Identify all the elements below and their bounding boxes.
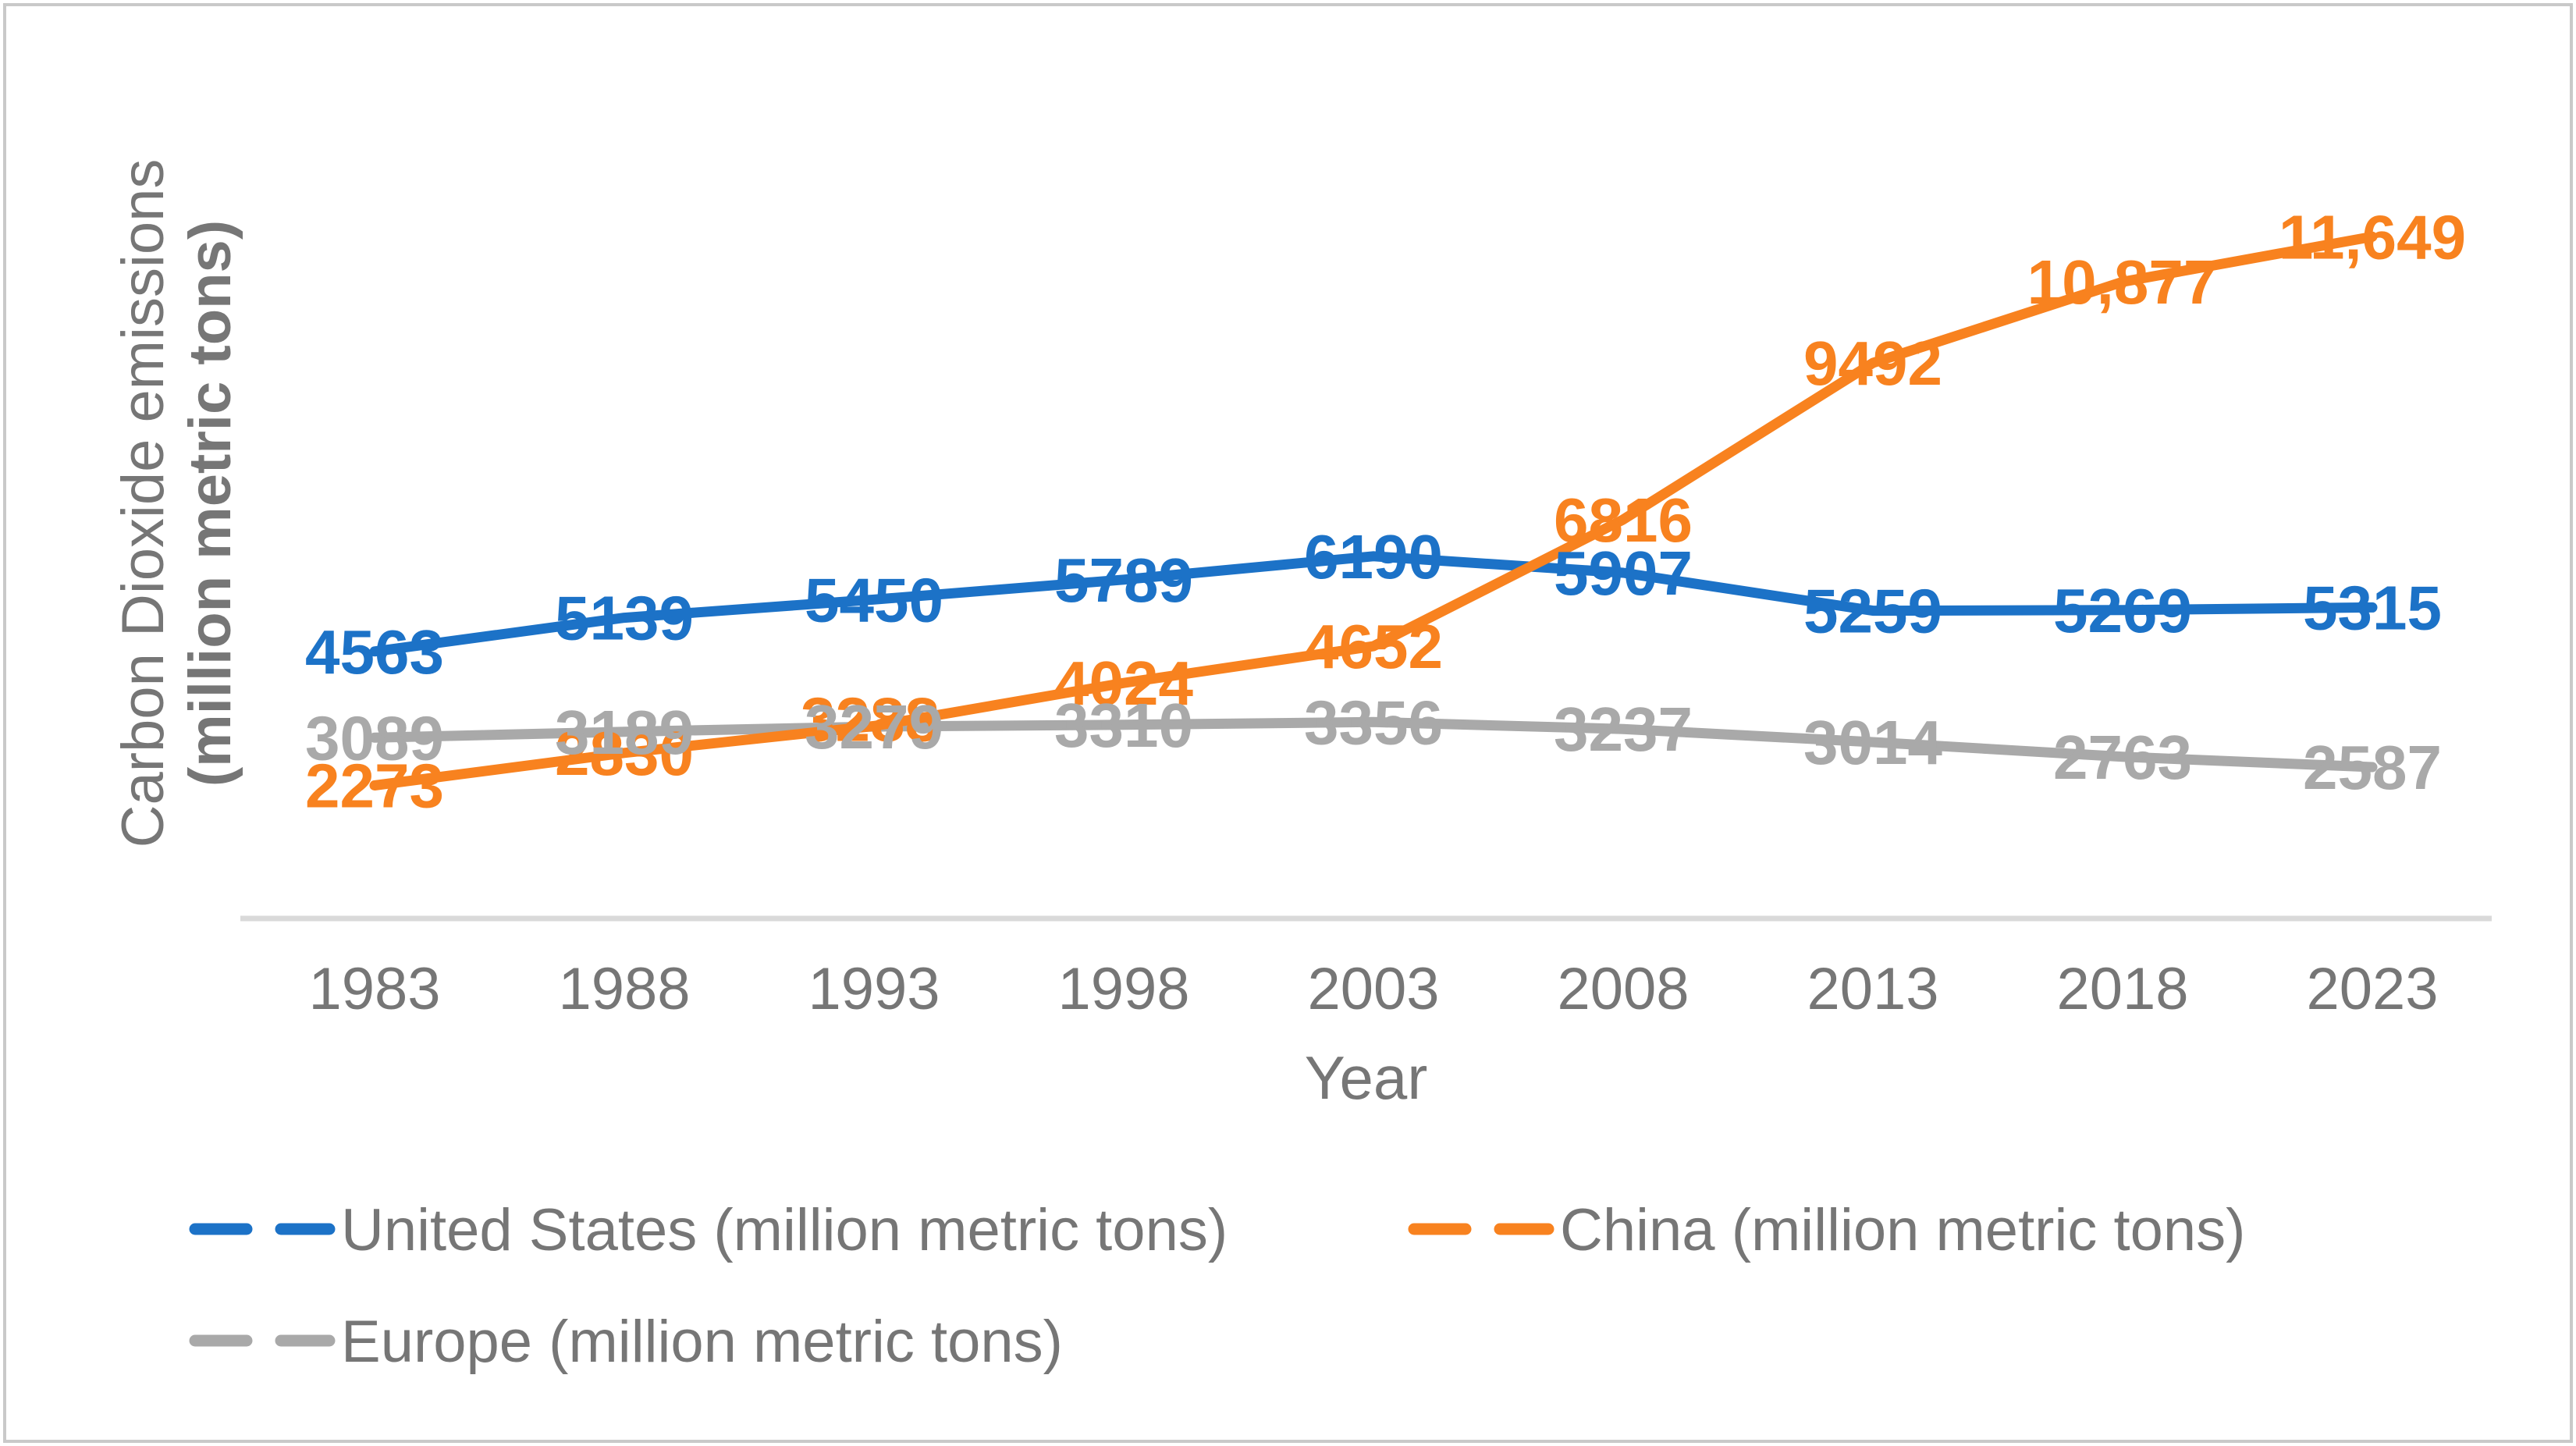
- y-axis-title-line2: (million metric tons): [177, 220, 243, 787]
- data-labels: 2273 2830 3288 4024 4652 6816 9492 10,877 11,649…: [305, 202, 2466, 820]
- y-axis-title-line1: Carbon Dioxide emissions: [110, 159, 176, 848]
- data-label-china-1988: 2830: [555, 719, 694, 788]
- x-axis-title: Year: [1305, 1043, 1428, 1112]
- series-line-china: [369, 231, 2378, 791]
- series-line-europe: [369, 716, 2378, 773]
- x-tick-label-1998: 1998: [1057, 956, 1189, 1022]
- data-label-united-states-1983: 4563: [305, 617, 444, 687]
- data-label-united-states-2018: 5269: [2053, 576, 2192, 645]
- x-tick-label-1988: 1988: [558, 956, 690, 1022]
- x-tick-label-2003: 2003: [1307, 956, 1439, 1022]
- data-label-united-states-1988: 5139: [555, 584, 694, 653]
- data-label-united-states-1998: 5789: [1054, 545, 1193, 615]
- x-tick-label-1983: 1983: [308, 956, 440, 1022]
- data-label-china-2003: 4652: [1304, 612, 1443, 681]
- x-tick-label-2023: 2023: [2306, 956, 2438, 1022]
- legend-label-europe: Europe (million metric tons): [341, 1309, 1063, 1375]
- data-label-europe-1988: 3189: [555, 698, 694, 767]
- data-label-united-states-2008: 5907: [1554, 538, 1693, 608]
- data-label-europe-1998: 3310: [1054, 691, 1193, 760]
- legend-item-united-states: United States (million metric tons): [189, 1197, 1228, 1263]
- legend-label-united-states: United States (million metric tons): [341, 1197, 1228, 1263]
- data-label-china-2018: 10,877: [2027, 247, 2219, 317]
- data-label-europe-2023: 2587: [2303, 733, 2442, 802]
- data-label-china-1983: 2273: [305, 751, 444, 821]
- data-label-china-1993: 3288: [801, 684, 940, 754]
- data-label-europe-1993: 3279: [805, 692, 943, 762]
- x-tick-label-1993: 1993: [808, 956, 940, 1022]
- x-tick-label-2008: 2008: [1557, 956, 1689, 1022]
- x-axis-title: Year: [1305, 1043, 1428, 1112]
- data-label-united-states-2013: 5259: [1803, 577, 1942, 646]
- data-label-united-states-1993: 5450: [805, 565, 943, 634]
- legend-label-china: China (million metric tons): [1560, 1197, 2245, 1263]
- data-label-europe-2018: 2763: [2053, 723, 2192, 792]
- x-tick-labels: 1983 1988 1993 1998 2003 2008 2013 2018 2023: [308, 956, 2438, 1022]
- data-label-europe-1983: 3089: [305, 703, 444, 773]
- data-label-china-2023: 11,649: [2279, 202, 2466, 272]
- data-label-united-states-2003: 6190: [1304, 522, 1443, 592]
- data-label-united-states-2023: 5315: [2303, 573, 2442, 642]
- series-line-united-states: [369, 551, 2378, 657]
- data-label-europe-2008: 3237: [1554, 695, 1693, 764]
- chart-border: [3, 3, 2573, 1443]
- series-lines: [369, 231, 2378, 791]
- x-tick-label-2018: 2018: [2056, 956, 2188, 1022]
- x-tick-label-2013: 2013: [1807, 956, 1938, 1022]
- legend: United States (million metric tons) China…: [189, 1197, 2245, 1375]
- data-label-europe-2003: 3356: [1304, 687, 1443, 757]
- data-label-europe-2013: 3014: [1803, 708, 1942, 777]
- y-axis-title: Carbon Dioxide emissions (million metric …: [110, 159, 243, 848]
- legend-item-china: China (million metric tons): [1408, 1197, 2245, 1263]
- data-label-china-2008: 6816: [1554, 485, 1693, 555]
- data-label-china-1998: 4024: [1054, 648, 1193, 718]
- data-label-china-2013: 9492: [1803, 329, 1942, 398]
- legend-item-europe: Europe (million metric tons): [189, 1309, 1063, 1375]
